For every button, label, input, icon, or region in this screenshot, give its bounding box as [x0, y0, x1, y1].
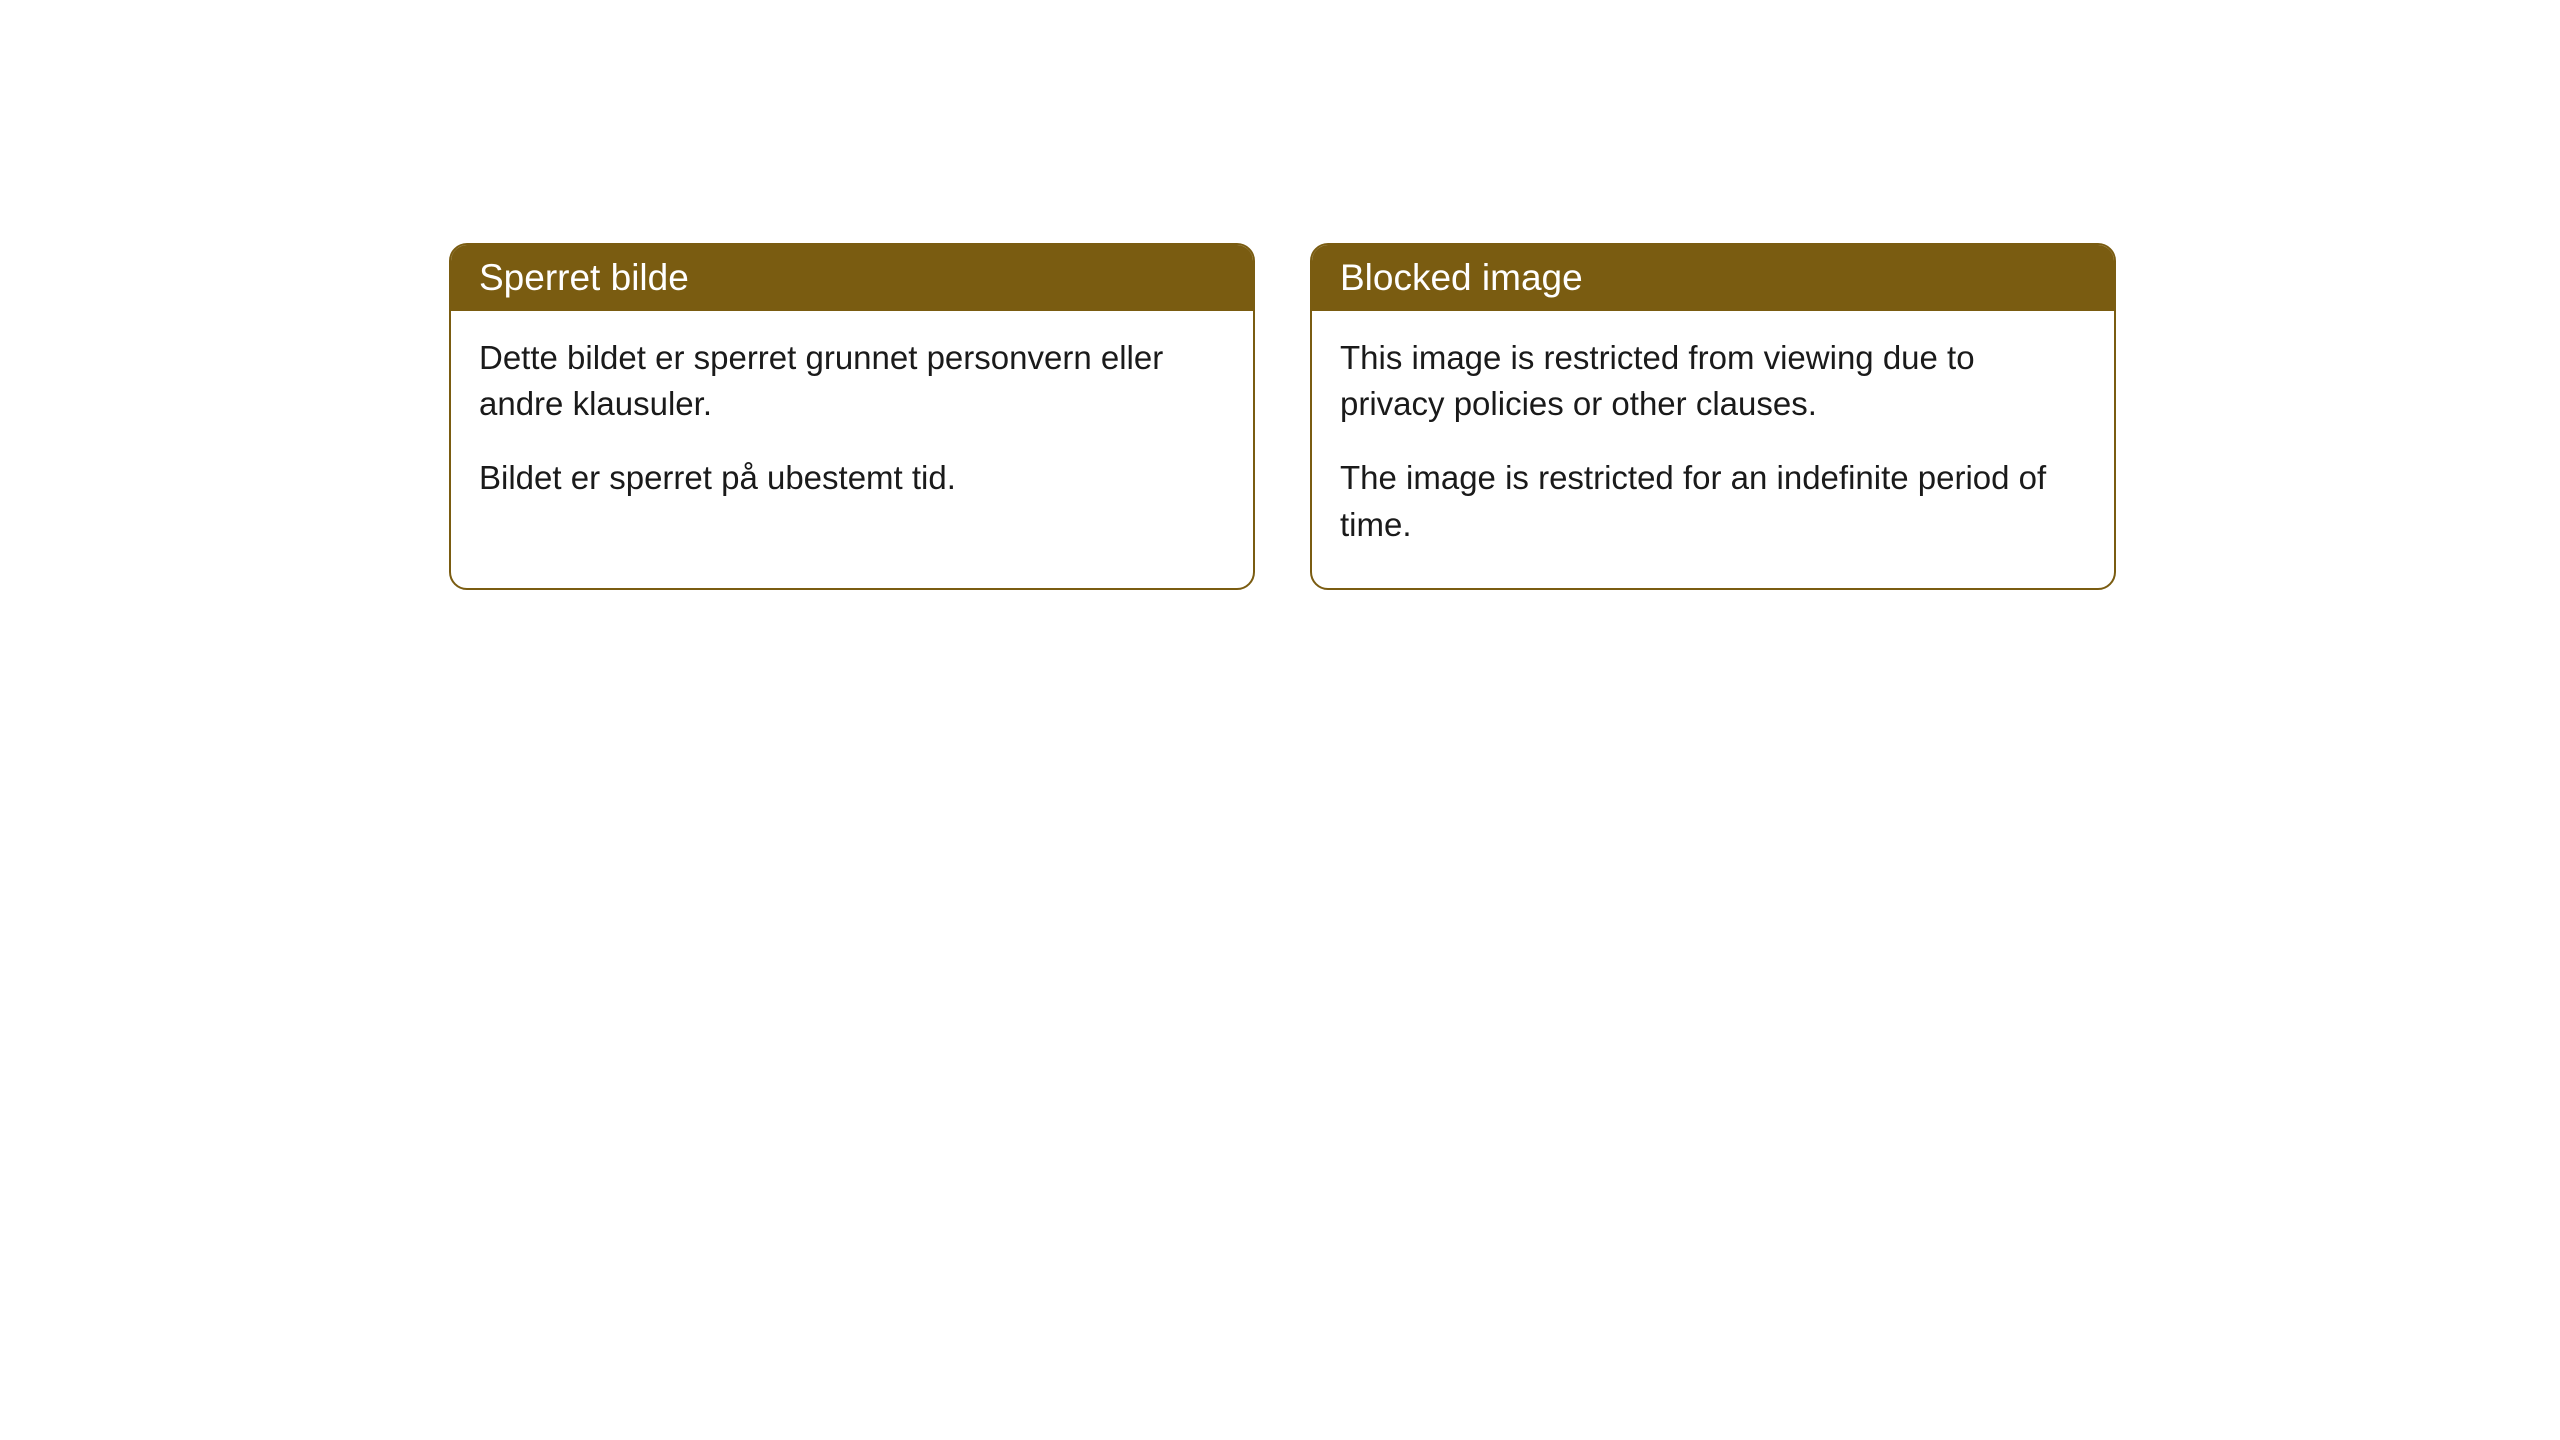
notice-cards-container: Sperret bilde Dette bildet er sperret gr…: [449, 243, 2116, 590]
card-paragraph: Dette bildet er sperret grunnet personve…: [479, 335, 1225, 427]
notice-card-norwegian: Sperret bilde Dette bildet er sperret gr…: [449, 243, 1255, 590]
notice-card-english: Blocked image This image is restricted f…: [1310, 243, 2116, 590]
card-paragraph: Bildet er sperret på ubestemt tid.: [479, 455, 1225, 501]
card-title: Sperret bilde: [479, 257, 689, 298]
card-body-norwegian: Dette bildet er sperret grunnet personve…: [451, 311, 1253, 542]
card-paragraph: The image is restricted for an indefinit…: [1340, 455, 2086, 547]
card-body-english: This image is restricted from viewing du…: [1312, 311, 2114, 588]
card-header-norwegian: Sperret bilde: [451, 245, 1253, 311]
card-title: Blocked image: [1340, 257, 1583, 298]
card-header-english: Blocked image: [1312, 245, 2114, 311]
card-paragraph: This image is restricted from viewing du…: [1340, 335, 2086, 427]
